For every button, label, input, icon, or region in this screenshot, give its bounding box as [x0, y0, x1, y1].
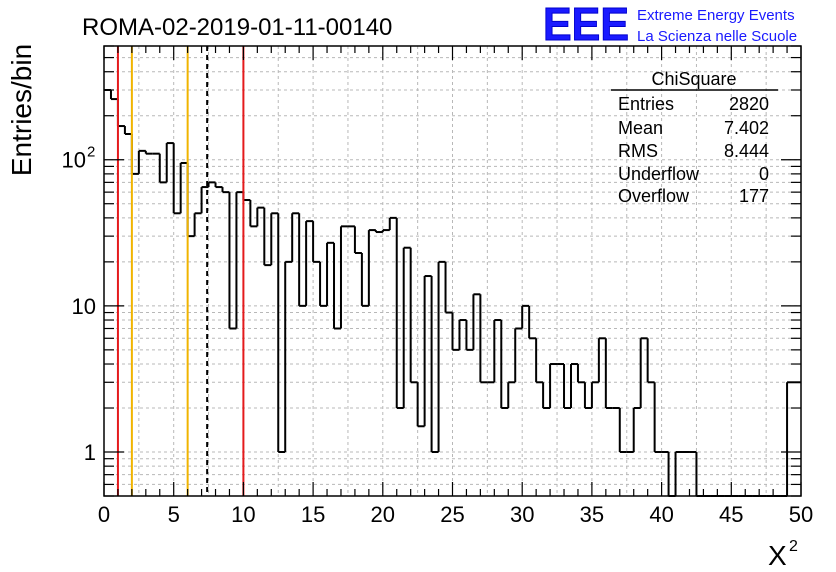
- grid-lines: [104, 45, 801, 496]
- x-tick-labels: 0 5 10 15 20 25 30 35 40 45 50: [98, 502, 813, 527]
- axis-ticks: [103, 45, 802, 497]
- stats-value: 7.402: [724, 118, 769, 138]
- x-axis-label-sup: 2: [789, 538, 798, 555]
- x-tick-label: 10: [231, 502, 255, 527]
- x-tick-label: 50: [789, 502, 813, 527]
- x-tick-label: 35: [580, 502, 604, 527]
- x-axis-label-text: X: [768, 540, 787, 571]
- x-tick-label: 20: [371, 502, 395, 527]
- x-axis-label: X 2: [768, 538, 798, 571]
- logo-line2: La Scienza nelle Scuole: [637, 28, 797, 45]
- stats-label: Entries: [618, 94, 674, 114]
- y-tick-label: 10: [62, 148, 86, 173]
- x-tick-label: 30: [510, 502, 534, 527]
- y-tick-label: 1: [84, 440, 96, 465]
- logo-mark: EEE: [543, 0, 629, 50]
- logo-line1: Extreme Energy Events: [637, 7, 795, 24]
- stats-label: Underflow: [618, 164, 700, 184]
- x-tick-label: 45: [719, 502, 743, 527]
- x-tick-label: 0: [98, 502, 110, 527]
- x-tick-label: 15: [301, 502, 325, 527]
- stats-title: ChiSquare: [651, 69, 736, 89]
- chart-title: ROMA-02-2019-01-11-00140: [82, 14, 392, 41]
- stats-value: 2820: [729, 94, 769, 114]
- x-tick-label: 40: [649, 502, 673, 527]
- stats-value: 0: [759, 164, 769, 184]
- eee-logo: EEE Extreme Energy Events La Scienza nel…: [543, 0, 798, 51]
- stats-box: ChiSquare Entries 2820 Mean 7.402 RMS 8.…: [611, 69, 778, 206]
- histogram-series: [104, 88, 801, 497]
- reference-lines: [116, 46, 245, 496]
- y-tick-label-exponent: 2: [87, 144, 95, 161]
- x-tick-label: 5: [168, 502, 180, 527]
- x-tick-label: 25: [440, 502, 464, 527]
- stats-value: 8.444: [724, 141, 769, 161]
- stats-value: 177: [739, 186, 769, 206]
- y-axis-label: Entries/bin: [6, 44, 37, 176]
- stats-label: Overflow: [618, 186, 690, 206]
- stats-label: Mean: [618, 118, 663, 138]
- y-tick-label: 10: [72, 294, 96, 319]
- stats-label: RMS: [618, 141, 658, 161]
